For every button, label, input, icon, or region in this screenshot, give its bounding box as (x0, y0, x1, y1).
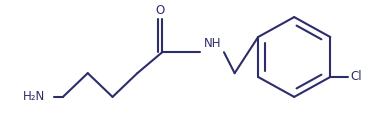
Text: O: O (156, 4, 165, 17)
Text: Cl: Cl (350, 70, 361, 83)
Text: NH: NH (204, 37, 221, 50)
Text: H₂N: H₂N (23, 90, 46, 103)
